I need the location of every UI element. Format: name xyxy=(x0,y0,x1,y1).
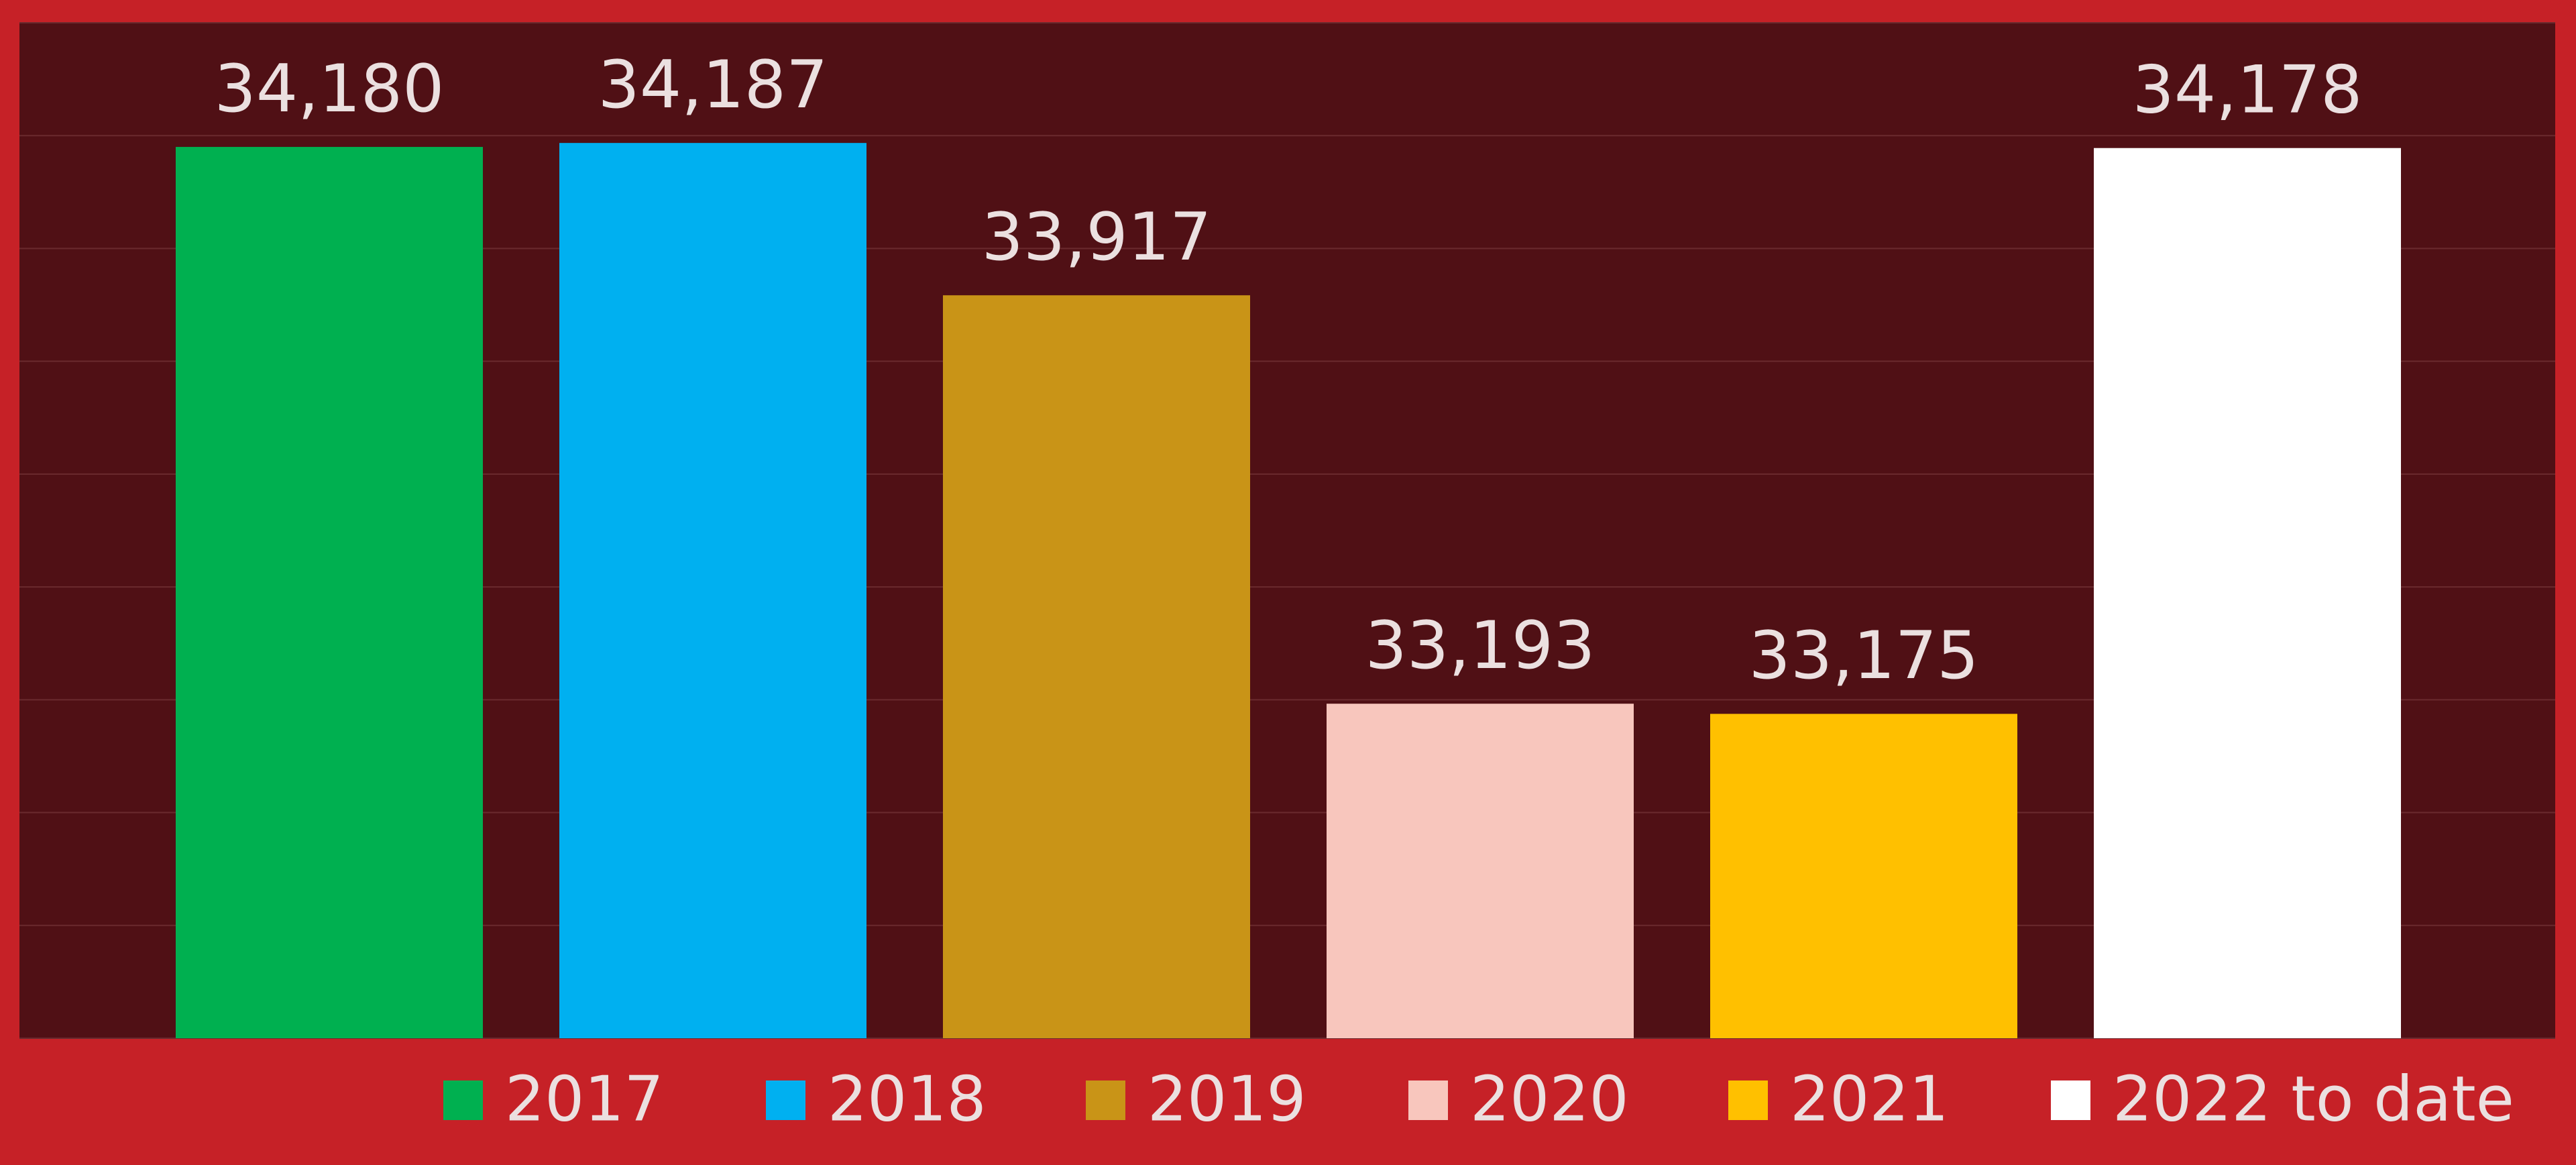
data-label: 34,180 xyxy=(215,51,445,127)
legend-label: 2017 xyxy=(505,1062,664,1135)
legend-swatch xyxy=(1408,1080,1448,1120)
legend-label: 2021 xyxy=(1790,1062,1949,1135)
legend-label: 2020 xyxy=(1470,1062,1629,1135)
data-label: 34,187 xyxy=(598,47,828,123)
bar xyxy=(943,295,1250,1039)
legend-swatch xyxy=(2051,1080,2090,1120)
bar xyxy=(1710,714,2017,1038)
data-label: 33,917 xyxy=(982,199,1212,276)
legend-label: 2018 xyxy=(828,1062,987,1135)
data-label: 33,175 xyxy=(1749,618,1979,694)
bar xyxy=(2094,148,2401,1038)
data-label: 33,193 xyxy=(1365,608,1595,684)
legend-swatch xyxy=(443,1080,483,1120)
legend-swatch xyxy=(1728,1080,1768,1120)
legend-label: 2019 xyxy=(1147,1062,1306,1135)
bar xyxy=(559,143,866,1039)
data-label: 34,178 xyxy=(2133,52,2363,129)
bar xyxy=(1327,704,1634,1038)
legend-swatch xyxy=(766,1080,805,1120)
bar xyxy=(176,147,483,1039)
legend-swatch xyxy=(1086,1080,1125,1120)
legend-label: 2022 to date xyxy=(2113,1062,2514,1135)
